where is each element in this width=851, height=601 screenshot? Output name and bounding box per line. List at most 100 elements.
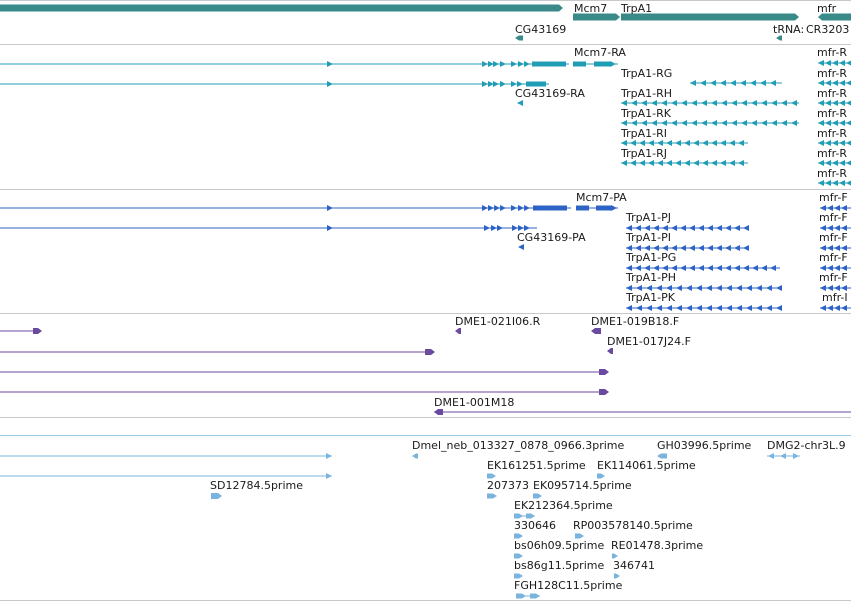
protein-trpa1-pj-exon[interactable]	[644, 225, 650, 231]
transcript-label-trpa1-ri[interactable]: TrpA1-RI	[621, 127, 667, 140]
transcript-exon[interactable]	[526, 81, 546, 87]
bac-end[interactable]	[607, 348, 613, 354]
protein-trpa1-pi-exon[interactable]	[734, 245, 740, 251]
protein-trpa1-pg-exon[interactable]	[698, 265, 704, 271]
protein-trpa1-pk-exon[interactable]	[636, 305, 642, 311]
est-block[interactable]	[657, 453, 667, 459]
transcript-exon[interactable]	[488, 61, 494, 67]
protein-trpa1-pk-exon[interactable]	[746, 305, 752, 311]
transcript-trpa1-rj-exon[interactable]	[711, 160, 717, 166]
protein-mfr-exon[interactable]	[827, 225, 833, 231]
protein-trpa1-pk-exon[interactable]	[626, 305, 632, 311]
transcript-trpa1-rh-line[interactable]	[621, 102, 799, 104]
transcript-trpa1-rh-exon[interactable]	[671, 100, 677, 106]
est-label[interactable]: DMG2-chr3L.9	[767, 439, 846, 452]
protein-mfr-exon[interactable]	[820, 265, 826, 271]
est-block[interactable]	[412, 453, 418, 459]
transcript-trpa1-rh-exon[interactable]	[791, 100, 797, 106]
protein-trpa1-ph-exon[interactable]	[636, 285, 642, 291]
est-block[interactable]	[487, 493, 497, 499]
transcript-exon[interactable]	[532, 61, 566, 67]
protein-exon[interactable]	[533, 205, 567, 211]
transcript-trpa1-rj-exon[interactable]	[684, 160, 690, 166]
protein-trpa1-pk-exon[interactable]	[736, 305, 742, 311]
protein-trpa1-ph-exon[interactable]	[776, 285, 782, 291]
protein-label-mfr[interactable]: mfr-F	[819, 271, 848, 284]
protein-trpa1-pk-exon[interactable]	[686, 305, 692, 311]
transcript-mfr-exon[interactable]	[839, 80, 845, 86]
gene-span-trna[interactable]	[776, 35, 782, 41]
transcript-label-mfr[interactable]: mfr-R	[817, 67, 848, 80]
protein-exon[interactable]	[497, 225, 503, 231]
protein-trpa1-pj-exon[interactable]	[653, 225, 659, 231]
transcript-trpa1-rg-exon[interactable]	[750, 80, 756, 86]
transcript-trpa1-ri-exon[interactable]	[702, 140, 708, 146]
transcript-trpa1-rk-exon[interactable]	[701, 120, 707, 126]
transcript-trpa1-rk-exon[interactable]	[781, 120, 787, 126]
transcript-trpa1-ri-exon[interactable]	[666, 140, 672, 146]
protein-trpa1-pg-exon[interactable]	[626, 265, 632, 271]
protein-trpa1-pi-exon[interactable]	[698, 245, 704, 251]
transcript-mfr-exon[interactable]	[825, 160, 831, 166]
protein-mfr-exon[interactable]	[820, 205, 826, 211]
protein-exon[interactable]	[484, 225, 490, 231]
transcript-trpa1-rk-exon[interactable]	[751, 120, 757, 126]
protein-trpa1-pk-exon[interactable]	[646, 305, 652, 311]
protein-exon[interactable]	[511, 205, 517, 211]
transcript-trpa1-ri-exon[interactable]	[648, 140, 654, 146]
protein-label-mfr[interactable]: mfr-I	[822, 291, 848, 304]
transcript-trpa1-rg-exon[interactable]	[740, 80, 746, 86]
transcript-trpa1-rk-exon[interactable]	[741, 120, 747, 126]
transcript-exon[interactable]	[511, 61, 517, 67]
protein-label-mfr[interactable]: mfr-F	[819, 191, 848, 204]
transcript-trpa1-rj-exon[interactable]	[621, 160, 627, 166]
gene-span-cg43169[interactable]	[515, 35, 523, 41]
transcript-trpa1-rk-line[interactable]	[621, 122, 799, 124]
est-block[interactable]	[533, 493, 542, 499]
est-label[interactable]: 346741	[613, 559, 655, 572]
est-label[interactable]: FGH128C11.5prime	[514, 579, 623, 592]
est-block[interactable]	[612, 553, 618, 559]
est-block[interactable]	[575, 533, 584, 539]
transcript-mfr-exon[interactable]	[839, 140, 845, 146]
protein-label-mfr[interactable]: mfr-F	[819, 211, 848, 224]
est-exon[interactable]	[793, 453, 799, 459]
protein-trpa1-pj-exon[interactable]	[716, 225, 722, 231]
protein-trpa1-pj-exon[interactable]	[680, 225, 686, 231]
protein-trpa1-pi-exon[interactable]	[635, 245, 641, 251]
est-line[interactable]	[514, 515, 535, 517]
protein-trpa1-pg-exon[interactable]	[752, 265, 758, 271]
bac-end[interactable]	[599, 389, 609, 395]
transcript-trpa1-rj-exon[interactable]	[648, 160, 654, 166]
transcript-mfr-exon[interactable]	[832, 60, 838, 66]
transcript-trpa1-rk-exon[interactable]	[671, 120, 677, 126]
gene-span-mfr[interactable]	[818, 13, 851, 21]
transcript-mfr-exon[interactable]	[839, 160, 845, 166]
est-block[interactable]	[514, 533, 523, 539]
transcript-exon[interactable]	[327, 81, 333, 87]
protein-exon[interactable]	[596, 205, 612, 211]
est-label[interactable]: 330646	[514, 519, 556, 532]
protein-trpa1-ph-exon[interactable]	[676, 285, 682, 291]
bac-end[interactable]	[591, 328, 601, 334]
transcript-exon[interactable]	[511, 81, 517, 87]
protein-mfr-exon[interactable]	[834, 265, 840, 271]
transcript-trpa1-ri-exon[interactable]	[657, 140, 663, 146]
transcript-exon[interactable]	[500, 61, 506, 67]
protein-trpa1-pi-exon[interactable]	[725, 245, 731, 251]
protein-mfr-exon[interactable]	[841, 205, 847, 211]
protein-trpa1-pg-exon[interactable]	[644, 265, 650, 271]
est-label[interactable]: 207373	[487, 479, 529, 492]
est-block[interactable]	[614, 573, 620, 579]
protein-label-trpa1-pi[interactable]: TrpA1-PI	[626, 231, 671, 244]
transcript-trpa1-rg-exon[interactable]	[730, 80, 736, 86]
transcript-trpa1-rj-exon[interactable]	[720, 160, 726, 166]
transcript-trpa1-rh-exon[interactable]	[681, 100, 687, 106]
protein-trpa1-pg-exon[interactable]	[662, 265, 668, 271]
transcript-mfr-exon[interactable]	[839, 120, 845, 126]
protein-mfr-exon[interactable]	[834, 225, 840, 231]
bac-label-dme1-021i06[interactable]: DME1-021I06.R	[455, 315, 541, 328]
transcript-trpa1-rh-exon[interactable]	[651, 100, 657, 106]
transcript-mfr-exon[interactable]	[818, 180, 824, 186]
protein-trpa1-ph-line[interactable]	[626, 287, 782, 289]
